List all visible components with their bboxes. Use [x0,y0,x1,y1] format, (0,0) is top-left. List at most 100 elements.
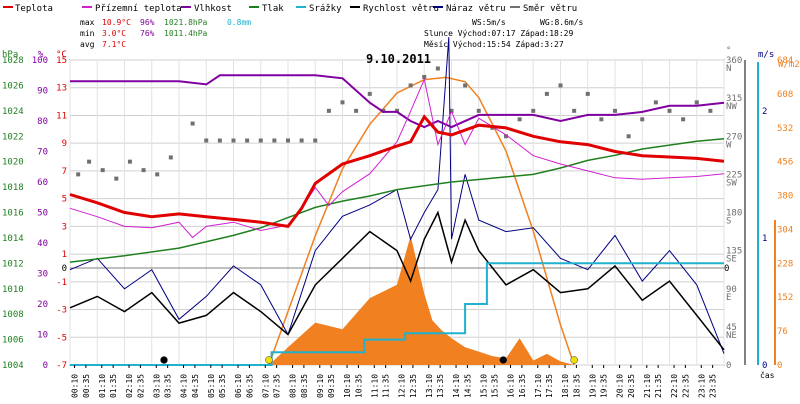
axis-dir-tick: 270 [726,132,742,142]
wind-direction-point [313,138,318,143]
axis-temp-tick: 3 [62,222,67,232]
axis-hpa-tick: 1024 [2,107,24,117]
x-axis-tick-label: 09:10 [316,374,325,398]
axis-pct-tick: 100 [32,56,48,66]
x-axis-tick-label: 10:35 [354,374,363,398]
x-axis-tick-label: 00:10 [71,374,80,398]
axis-temp-tick: 9 [62,139,67,149]
ground-temperature-line [69,77,725,239]
axis-pct-tick: 0 [43,361,48,371]
axis-hpa-tick: 1012 [2,259,24,269]
wind-direction-point [463,83,468,88]
wind-direction-point [694,100,699,105]
lines-layer [69,74,725,366]
wind-direction-point [585,91,590,96]
wind-direction-point [245,138,250,143]
axis-rad-tick: 76 [777,327,788,337]
wind-direction-point [626,134,631,139]
info-ws: WS:5m/s [472,18,506,27]
x-axis-tick-label: 03:35 [164,374,173,398]
wind-direction-point [572,108,577,113]
wind-direction-point [87,159,92,164]
axis-temp-tick: 13 [56,84,67,94]
wind-gust-line [69,37,725,354]
x-axis-tick-label: 20:35 [627,374,636,398]
chart-title: 9.10.2011 [366,52,431,66]
axis-ms-label: m/s [758,50,774,60]
stat-min-temp: 3.0°C [102,29,126,38]
axis-pct-tick: 30 [37,270,48,280]
wind-direction-point [231,138,236,143]
axis-hpa-tick: 1028 [2,56,24,66]
legend-label-tlak: Tlak [262,4,284,14]
x-axis-tick-label: 07:10 [261,374,270,398]
wind-direction-point [354,108,359,113]
axis-temp-label: °C [56,50,67,60]
axis-hpa-tick: 1018 [2,183,24,193]
x-axis-tick-label: 02:35 [136,374,145,398]
axis-hpa-tick: 1020 [2,158,24,168]
wind-direction-point [299,138,304,143]
axis-temp-tick: -5 [56,333,67,343]
axis-rad-tick: 304 [777,225,793,235]
x-axis-tick-label: 16:35 [518,374,527,398]
legend-label-rychlost-vetru: Rychlost větru [363,4,439,14]
x-axis-tick-label: 04:10 [180,374,189,398]
info-moon: Měsíc Východ:15:54 Západ:3:27 [424,40,564,49]
x-axis-tick-label: 10:10 [343,374,352,398]
info-block: WS:5m/s WG:8.6m/s Slunce Východ:07:17 Zá… [424,18,584,49]
axis-dir-name: W [726,140,732,150]
wind-direction-point [100,168,105,173]
axis-hpa-tick: 1022 [2,132,24,142]
x-axis-tick-label: 03:10 [152,374,161,398]
axis-rad-tick: 608 [777,90,793,100]
axis-rad-tick: 0 [777,361,782,371]
axis-hpa-tick: 1026 [2,81,24,91]
x-axis-tick-label: 11:35 [382,374,391,398]
axis-dir-tick: 135 [726,247,742,257]
theoretical-radiation-line [268,76,575,366]
legend-label-prizemni-teplota: Přízemní teplota [95,4,182,14]
axis-temp-tick: 5 [62,195,67,205]
x-axis-tick-label: 06:10 [234,374,243,398]
legend-label-naraz-vetru: Náraz větru [446,4,506,14]
x-axis-tick-label: 05:35 [218,374,227,398]
axis-rad-tick: 684 [777,56,793,66]
x-axis-tick-label: 23:35 [709,374,718,398]
axis-pct-tick: 20 [37,300,48,310]
x-axis-tick-label: 19:35 [600,374,609,398]
x-axis-tick-label: 14:10 [452,374,461,398]
wind-direction-point [204,138,209,143]
x-axis-tick-label: 13:35 [436,374,445,398]
wind-direction-point [599,117,604,122]
axis-temp-tick: -1 [56,278,67,288]
wind-direction-point [190,121,195,126]
axis-hpa-tick: 1006 [2,336,24,346]
x-axis-tick-label: 16:10 [507,374,516,398]
precipitation-line [70,262,724,366]
stats-block: max 10.9°C 96% 1021.8hPa 0.8mm min 3.0°C… [80,18,251,49]
axis-dir-name: S [726,217,731,227]
axis-temp-tick: 11 [56,111,67,121]
x-axis-tick-label: 04:35 [191,374,200,398]
axis-temp-tick: 1 [62,250,67,260]
wind-direction-point [558,83,563,88]
humidity-line [70,74,725,129]
axis-hpa-label: hPa [2,50,18,60]
axes: hPa% °C1028102610241022102010181016101410… [2,46,800,371]
stat-max-label: max [80,18,95,27]
axis-rad-tick: 532 [777,124,793,134]
wind-direction-point [340,100,345,105]
axis-pct-label: % [38,50,44,60]
sunrise-dot [265,356,273,364]
radiation-layer [268,76,575,366]
axis-dir-name: SW [726,178,737,188]
wind-direction-point [435,66,440,71]
wind-direction-point [544,91,549,96]
stat-min-label: min [80,29,95,38]
axis-rad-label: W/m2 [778,60,800,70]
x-axis-tick-label: 14:35 [463,374,472,398]
x-axis-tick-label: 17:10 [534,374,543,398]
